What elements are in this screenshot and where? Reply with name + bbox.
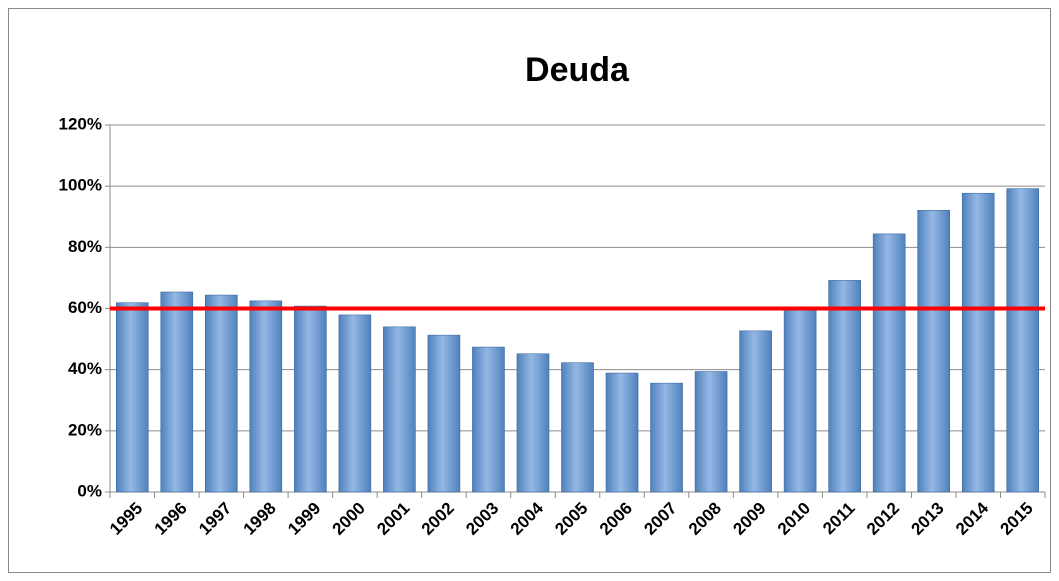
bar [605,372,639,493]
bar [472,346,505,493]
bar [294,305,327,493]
bar [694,371,728,493]
bar [205,294,238,493]
bar [383,326,416,493]
bar [872,233,906,493]
y-tick-label: 60% [68,298,102,317]
bar [338,314,372,493]
bar [249,300,283,493]
y-tick-label: 100% [59,176,102,195]
bar [917,210,950,493]
bar [961,192,995,493]
bar [115,302,149,493]
bar [783,307,817,493]
bar [561,362,594,493]
bar [650,382,683,493]
y-tick-label: 120% [59,114,102,133]
bar [427,334,461,493]
y-tick-label: 40% [68,359,102,378]
bar [828,280,861,493]
y-tick-label: 80% [68,237,102,256]
bar [739,330,772,493]
y-tick-label: 0% [77,481,102,500]
bar [1006,188,1040,493]
chart-title: Deuda [525,51,630,89]
bar [160,291,194,493]
bar [516,353,550,493]
y-tick-label: 20% [68,420,102,439]
